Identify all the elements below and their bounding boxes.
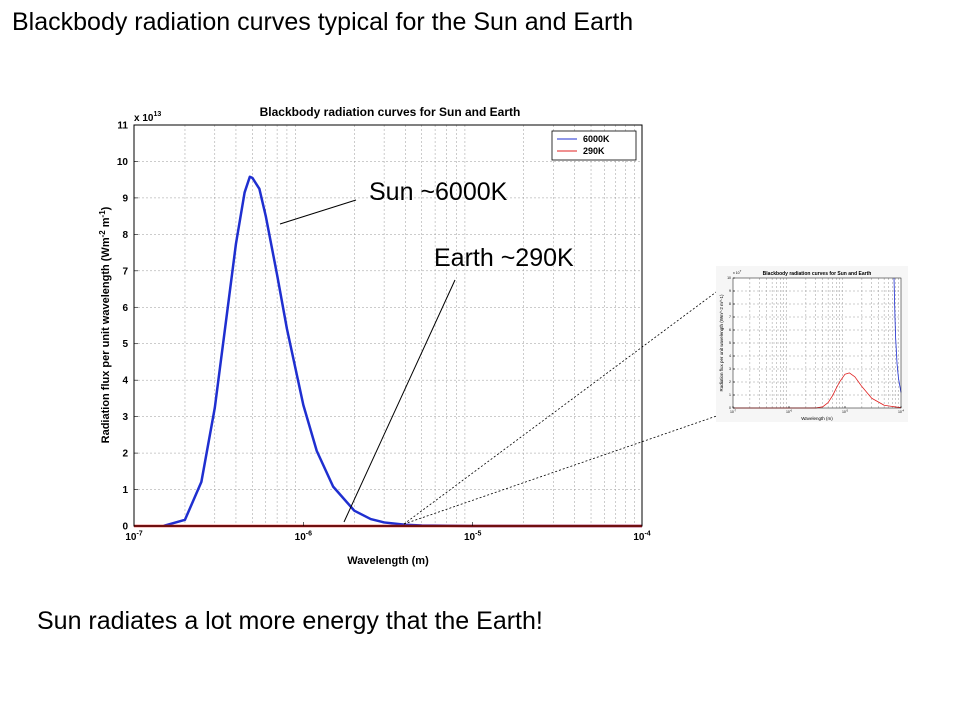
inset-title: Blackbody radiation curves for Sun and E… [763,271,872,277]
chart-legend: 6000K 290K [551,130,637,161]
y-tick-label: 5 [729,341,731,345]
y-tick-label: 11 [117,121,128,132]
y-tick-label: 2 [122,449,128,460]
y-tick-label: 9 [122,193,128,204]
y-tick-label: 0 [729,406,731,410]
series-line-6000K [163,175,643,528]
inset-ticks: 0 1 2 3 4 5 6 7 8 9 10 10-7 10-6 10-5 10-4 [727,276,905,414]
inset-y-axis-label: Radiation flux per unit wavelength (Wm^-… [719,294,724,392]
y-tick-label: 0 [122,522,128,533]
x-tick-label: 10-5 [842,409,849,414]
sun-pointer-line [279,199,357,225]
y-tick-label: 1 [122,485,128,496]
inset-grid [733,278,901,408]
slide-caption: Sun radiates a lot more energy that the … [37,607,543,635]
y-tick-label: 5 [122,339,128,350]
chart-title: Blackbody radiation curves for Sun and E… [260,105,521,119]
sun-annotation: Sun ~6000K [369,178,508,206]
y-tick-label: 1 [729,393,731,397]
earth-pointer-line [343,279,456,523]
x-tick-label: 10-7 [730,409,737,414]
x-axis-label: Wavelength (m) [347,555,429,567]
inset-chart: 0 1 2 3 4 5 6 7 8 9 10 10-7 10-6 10-5 10-4 Blackbody r… [716,266,908,422]
zoom-line-bottom [403,410,732,525]
inset-series [733,277,902,409]
y-tick-label: 7 [729,315,731,319]
y-tick-label: 4 [122,376,128,387]
legend-label-290K: 290K [583,146,605,156]
y-axis-label: Radiation flux per unit wavelength (Wm-2… [98,206,112,443]
y-tick-label: 9 [729,289,731,293]
x-tick-label: 10-4 [898,409,905,414]
main-chart: 0 1 2 3 4 5 6 7 8 9 10 11 10-7 10-6 10-5 10-4 Blackbody… [98,105,651,567]
y-tick-label: 4 [729,354,731,358]
legend-label-6000K: 6000K [583,134,610,144]
x-tick-label: 10-4 [633,531,650,544]
series-line-290K [733,372,902,409]
inset-x-axis-label: Wavelength (m) [801,416,833,421]
x-tick-label: 10-6 [786,409,793,414]
x-tick-label: 10-7 [125,531,142,544]
y-tick-label: 6 [729,328,731,332]
slide-title: Blackbody radiation curves typical for t… [12,8,634,36]
y-multiplier-label: x 1013 [134,111,161,124]
y-tick-label: 10 [727,276,731,280]
y-tick-label: 6 [122,303,128,314]
y-tick-label: 3 [729,367,731,371]
y-tick-label: 3 [122,412,128,423]
earth-annotation: Earth ~290K [434,244,574,272]
series-line-6000K [893,277,902,393]
x-tick-label: 10-6 [295,531,312,544]
y-tick-label: 7 [122,266,128,277]
x-tick-label: 10-5 [464,531,481,544]
y-tick-label: 2 [729,380,731,384]
y-tick-label: 8 [122,230,128,241]
main-plot-frame [133,124,643,527]
annotations: Sun ~6000K Earth ~290K [279,178,732,525]
main-ticks: 0 1 2 3 4 5 6 7 8 9 10 11 10-7 10-6 10-5 10-4 [117,121,651,544]
y-tick-label: 10 [117,157,129,168]
y-tick-label: 8 [729,302,731,306]
main-plot-area [134,125,642,526]
inset-y-multiplier: x 107 [733,269,742,275]
